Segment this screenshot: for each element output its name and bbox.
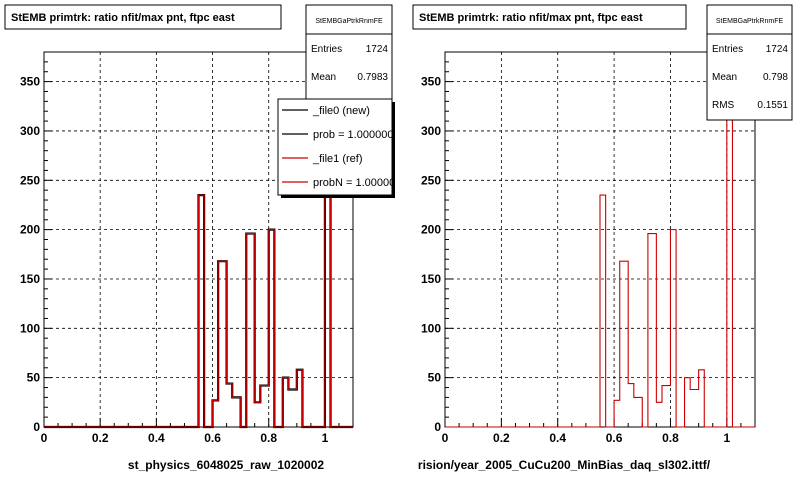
legend-box — [277, 98, 393, 196]
chart-panel-1: 0 50 100 150 200 250 300 350 0 0.2 0.4 0.6 0.8 1 StEMB… — [4, 4, 401, 472]
legend-entries: _file0 (new) prob = 1.000000 _file1 (ref) p… — [282, 105, 401, 189]
y-tick-label: 300 — [20, 124, 40, 138]
stats-value: 0.798 — [763, 72, 788, 83]
y-tick-label: 250 — [20, 173, 40, 187]
x-tick-label: 0.6 — [204, 431, 221, 445]
stats-label: Mean — [311, 72, 336, 83]
y-tick-label: 50 — [27, 371, 41, 385]
y-tick-label: 0 — [434, 420, 441, 434]
stats-name: StEMBGaPtrkRnmFE — [315, 18, 383, 25]
histogram-series-2 — [44, 63, 353, 428]
stats-label: RMS — [712, 100, 735, 111]
title-box — [412, 4, 687, 30]
stats-label: Entries — [712, 44, 743, 55]
histogram-series-1 — [445, 63, 755, 428]
y-tick-label: 0 — [33, 420, 40, 434]
x-tick-label: 0.2 — [92, 431, 109, 445]
x-tick-label: 1 — [322, 431, 329, 445]
y-tick-label: 200 — [20, 223, 40, 237]
stats-value: 1724 — [366, 44, 389, 55]
stats-value: 0.7983 — [357, 72, 388, 83]
stats-label: Entries — [311, 44, 342, 55]
y-tick-label: 150 — [20, 272, 40, 286]
stats-value: 1724 — [766, 44, 789, 55]
x-tick-label: 0 — [442, 431, 449, 445]
y-tick-label: 200 — [421, 223, 441, 237]
y-tick-label: 300 — [421, 124, 441, 138]
x-tick-label: 0.8 — [662, 431, 679, 445]
stats-label: Mean — [712, 72, 737, 83]
x-tick-label: 0.2 — [493, 431, 510, 445]
x-axis-label: st_physics_6048025_raw_1020002 — [128, 458, 324, 472]
y-tick-label: 350 — [421, 75, 441, 89]
stats-name: StEMBGaPtrkRnmFE — [716, 18, 784, 25]
legend-label: probN = 1.000000 — [313, 177, 401, 189]
x-tick-label: 1 — [723, 431, 730, 445]
x-tick-label: 0.4 — [549, 431, 566, 445]
stats-value: 0.1551 — [757, 100, 788, 111]
chart-title: StEMB primtrk: ratio nfit/max pnt, ftpc … — [11, 12, 235, 24]
x-tick-label: 0.4 — [148, 431, 165, 445]
legend-label: prob = 1.000000 — [313, 129, 393, 141]
y-tick-label: 350 — [20, 75, 40, 89]
x-tick-label: 0.8 — [260, 431, 277, 445]
x-tick-label: 0.6 — [606, 431, 623, 445]
x-tick-label: 0 — [41, 431, 48, 445]
legend-label: _file0 (new) — [312, 105, 370, 117]
stats-box — [305, 4, 393, 101]
stats-box — [706, 4, 793, 121]
x-axis-label: rision/year_2005_CuCu200_MinBias_daq_sl3… — [418, 458, 711, 472]
y-tick-label: 100 — [20, 321, 40, 335]
chart-panel-2: 0 50 100 150 200 250 300 350 0 0.2 0.4 0.6 0.8 1 StEMB… — [412, 4, 793, 472]
y-tick-label: 100 — [421, 321, 441, 335]
title-box — [4, 4, 282, 30]
y-tick-label: 250 — [421, 173, 441, 187]
y-tick-label: 150 — [421, 272, 441, 286]
legend-label: _file1 (ref) — [312, 153, 363, 165]
y-tick-label: 50 — [428, 371, 442, 385]
chart-title: StEMB primtrk: ratio nfit/max pnt, ftpc … — [419, 12, 643, 24]
